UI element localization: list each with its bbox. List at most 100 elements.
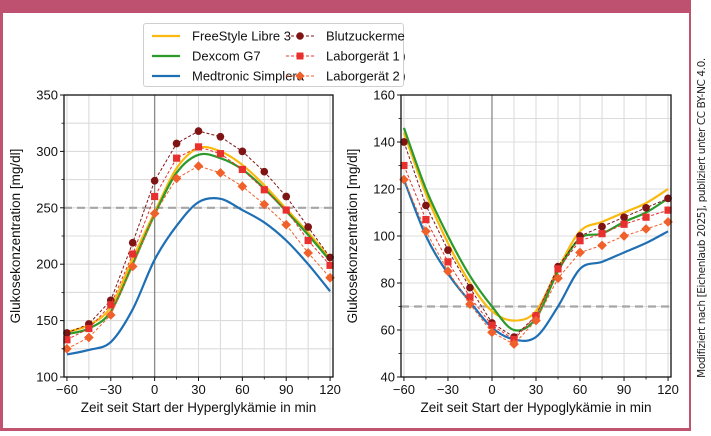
data-point-labor1 [107,301,115,309]
data-point-labor2 [509,339,519,349]
x-tick-label: 90 [617,382,631,397]
data-point-blutzucker [400,138,408,146]
legend-item-blutzucker: Blutzuckermessgerät (kapillär) [286,29,501,44]
data-point-labor2 [619,231,629,241]
data-point-labor1 [194,143,203,151]
data-point-blutzucker [664,194,672,203]
legend: FreeStyle Libre 3 Dexcom G7 Medtronic Simp… [143,23,501,87]
data-point-labor2 [465,299,475,309]
credit-note: Modifiziert nach [Eichenlaub 2025], publ… [696,58,708,378]
data-point-blutzucker [326,253,334,262]
data-point-labor2 [259,199,270,210]
y-tick-label: 160 [373,88,395,103]
x-tick-label: −60 [56,382,78,397]
data-point-labor1 [642,213,650,221]
y-tick-label: 40 [381,370,395,385]
data-point-labor1 [554,265,562,273]
legend-item-medtronic: Medtronic Simplera [152,69,305,84]
legend-item-dexcom: Dexcom G7 [152,49,261,64]
data-point-labor2 [237,181,248,192]
data-point-labor1 [576,237,584,245]
data-point-blutzucker [260,167,269,176]
x-tick-label: 0 [488,382,495,397]
data-point-blutzucker [422,201,430,210]
data-point-labor2 [597,240,607,251]
data-point-labor1 [151,192,159,201]
data-point-labor1 [422,215,430,224]
y-axis-label: Glukosekonzentration [mg/dl] [345,149,360,324]
data-point-labor2 [281,219,292,230]
x-tick-label: 30 [191,382,205,397]
legend-item-libre: FreeStyle Libre 3 [152,29,291,44]
x-tick-label: 90 [279,382,293,397]
data-point-blutzucker [444,246,452,254]
frame-header-bar [0,0,691,13]
x-tick-label: 0 [151,382,158,397]
y-tick-label: 60 [381,323,395,338]
data-point-labor1 [129,250,137,258]
legend-label: Dexcom G7 [192,49,261,64]
legend-label: Medtronic Simplera [192,69,305,84]
data-point-labor2 [575,247,585,258]
data-point-labor1 [216,150,225,158]
data-point-labor1 [598,230,606,238]
data-point-labor2 [84,332,94,343]
data-point-labor1 [282,206,290,214]
data-point-blutzucker [128,238,137,247]
legend-marker-labor2 [295,71,305,81]
data-point-blutzucker [150,176,159,185]
x-tick-label: −60 [393,382,415,397]
series-line-medtronic [66,196,331,356]
x-tick-label: 60 [573,382,587,397]
y-tick-label: 80 [381,276,395,291]
data-point-labor1 [400,161,408,170]
data-point-labor2 [105,310,116,320]
data-point-labor1 [620,220,628,228]
data-point-labor1 [488,321,496,329]
data-point-labor2 [443,266,453,277]
data-point-blutzucker [238,147,247,156]
legend-canvas: FreeStyle Libre 3 Dexcom G7 Medtronic Simp… [152,29,501,84]
legend-label: FreeStyle Libre 3 [192,29,291,44]
data-point-blutzucker [620,213,628,222]
data-point-labor1 [85,324,93,333]
data-point-labor1 [326,261,334,269]
legend-item-labor1: Laborgerät 1 (venös) [286,49,447,64]
data-point-labor1 [304,236,312,245]
data-point-blutzucker [172,139,181,148]
data-point-blutzucker [194,127,203,135]
y-tick-label: 350 [36,88,58,103]
data-point-blutzucker [216,132,225,141]
data-point-labor2 [553,273,563,284]
data-point-blutzucker [282,192,291,201]
x-axis-label: Zeit seit Start der Hyperglykämie in min [81,400,317,415]
data-point-blutzucker [63,329,71,337]
data-point-blutzucker [598,222,606,231]
legend-marker-labor1 [296,52,304,60]
data-point-labor2 [421,226,431,237]
chart-hypoglycemia: 40 60 80 100 120 140 160 −60 −30 0 30 60 90 120 Zeit s… [345,88,679,416]
x-tick-label: 120 [319,382,341,397]
legend-label: Laborgerät 1 (venös) [326,49,405,64]
y-tick-label: 100 [373,229,395,244]
data-point-labor2 [171,173,182,184]
data-point-blutzucker [304,223,312,231]
data-point-labor1 [63,336,71,344]
series-line-libre [402,132,669,322]
data-point-labor1 [664,206,672,214]
legend-marker-blutzucker [296,32,304,40]
x-tick-label: −30 [437,382,459,397]
data-point-labor2 [303,248,313,258]
x-tick-label: 60 [235,382,249,397]
data-point-labor1 [172,154,181,162]
y-tick-label: 120 [373,182,395,197]
data-point-labor1 [238,165,246,174]
data-point-labor2 [127,261,138,272]
legend-label: Blutzuckermessgerät (kapillär) [326,29,405,44]
data-point-labor2 [531,315,541,326]
x-tick-label: −30 [100,382,122,397]
data-point-labor1 [260,186,268,194]
y-tick-label: 100 [36,370,58,385]
